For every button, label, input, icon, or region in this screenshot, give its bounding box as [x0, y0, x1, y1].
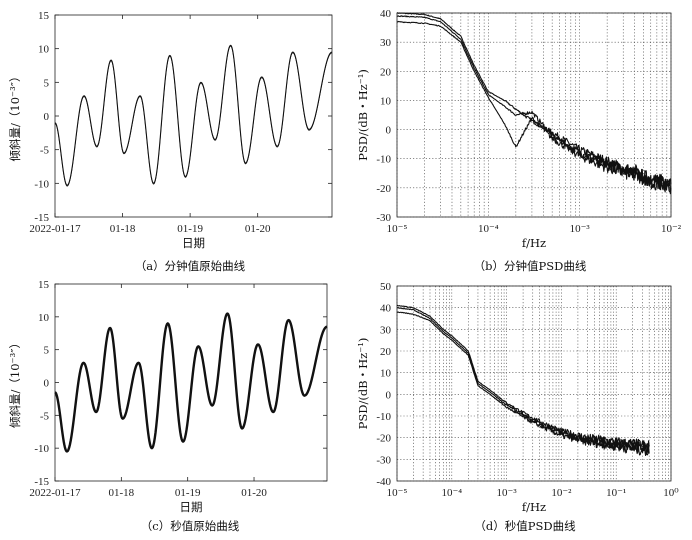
panel-b-minute-psd: -30 -20 -10 0 10 20 30 40 10⁻⁵ 10⁻⁴ 10⁻³ 10⁻² f/Hz PS…	[356, 8, 682, 250]
plot-frame	[396, 12, 672, 218]
y-axis-label: 倾斜量/（10⁻³″）	[8, 337, 22, 428]
x-tick-label: 2022-01-17	[29, 223, 81, 235]
y-tick-label: 10	[38, 312, 50, 324]
y-tick-label: 30	[380, 37, 392, 49]
x-tick-label: 2022-01-17	[29, 487, 81, 499]
x-axis-label: 日期	[180, 500, 203, 514]
y-tick-label: 40	[380, 8, 392, 20]
y-tick-label: 15	[38, 10, 50, 22]
y-tick-label: 0	[44, 111, 50, 123]
y-tick-label: -10	[376, 154, 391, 166]
plot-frame	[396, 285, 672, 482]
panel-d-second-psd: -40 -30 -20 -10 0 10 20 30 40 50 10⁻⁵ 10⁻⁴ 10⁻³ 10⁻² 1…	[356, 281, 679, 514]
x-tick-label: 10⁻⁴	[478, 223, 499, 235]
plot-frame	[54, 14, 333, 218]
series-line-0	[54, 312, 328, 453]
x-tick-label: 01-20	[241, 487, 267, 499]
y-tick-label: 20	[380, 346, 392, 358]
y-tick-label: 0	[386, 389, 392, 401]
x-tick-label: 01-20	[245, 223, 271, 235]
panel-c-caption: （c）秒值原始曲线	[141, 519, 240, 533]
y-tick-label: -15	[34, 476, 49, 488]
y-tick-label: -5	[40, 410, 50, 422]
y-axis-label: PSD/(dB・Hz⁻¹)	[356, 338, 370, 430]
y-tick-label: 0	[44, 378, 50, 390]
x-tick-label: 10⁰	[663, 487, 679, 499]
x-axis-label: f/Hz	[522, 236, 546, 250]
x-tick-label: 10⁻³	[570, 223, 591, 235]
y-tick-label: 10	[380, 95, 392, 107]
x-tick-label: 01-18	[110, 223, 136, 235]
x-tick-label: 10⁻³	[497, 487, 518, 499]
y-tick-label: 30	[380, 324, 392, 336]
y-tick-label: -20	[376, 433, 391, 445]
y-tick-label: -30	[376, 212, 391, 224]
y-tick-label: 5	[44, 345, 50, 357]
series-line-secondary-0	[54, 45, 333, 187]
x-tick-label: 10⁻⁵	[387, 223, 408, 235]
y-tick-label: 15	[38, 279, 50, 291]
x-tick-label: 10⁻²	[661, 223, 682, 235]
y-tick-label: 20	[380, 66, 392, 78]
x-tick-label: 10⁻⁴	[441, 487, 462, 499]
y-tick-label: -5	[40, 145, 50, 157]
y-axis-label: PSD/(dB・Hz⁻¹)	[356, 69, 370, 161]
psd-series-2	[396, 311, 650, 457]
y-tick-label: 40	[380, 303, 392, 315]
psd-series-0	[396, 12, 672, 193]
x-tick-label: 10⁻⁵	[387, 487, 408, 499]
x-tick-label: 10⁻²	[551, 487, 572, 499]
x-axis-label: f/Hz	[522, 500, 546, 514]
panel-c-second-raw: -15 -10 -5 0 5 10 15 2022-01-17 01-18 01-19 01-20 日…	[8, 279, 328, 514]
y-tick-label: 50	[380, 281, 392, 293]
y-tick-label: -15	[34, 212, 49, 224]
y-tick-label: -30	[376, 454, 391, 466]
y-tick-label: 10	[38, 44, 50, 56]
y-axis-label: 倾斜量/（10⁻³″）	[8, 71, 22, 162]
y-tick-label: -10	[376, 411, 391, 423]
psd-series-0	[396, 304, 650, 451]
y-tick-label: 0	[386, 125, 392, 137]
x-tick-label: 01-19	[177, 223, 203, 235]
psd-series-1	[396, 306, 650, 454]
x-tick-label: 01-18	[109, 487, 135, 499]
y-tick-label: -40	[376, 476, 391, 488]
psd-series-2	[396, 20, 672, 195]
y-tick-label: -10	[34, 443, 49, 455]
panel-a-caption: （a）分钟值原始曲线	[135, 259, 246, 273]
y-tick-label: 10	[380, 368, 392, 380]
panel-d-caption: （d）秒值PSD曲线	[474, 519, 576, 533]
x-tick-label: 01-19	[175, 487, 201, 499]
y-tick-label: -10	[34, 178, 49, 190]
series-line-0	[54, 44, 333, 186]
y-tick-label: -20	[376, 183, 391, 195]
panel-a-minute-raw: -15 -10 -5 0 5 10 15 2022-01-17 01-18 01-19 01-20 日…	[8, 10, 333, 250]
y-tick-label: 5	[44, 77, 50, 89]
psd-series-1	[396, 15, 672, 191]
x-tick-label: 10⁻¹	[606, 487, 626, 499]
x-axis-label: 日期	[182, 236, 205, 250]
panel-b-caption: （b）分钟值PSD曲线	[474, 259, 587, 273]
